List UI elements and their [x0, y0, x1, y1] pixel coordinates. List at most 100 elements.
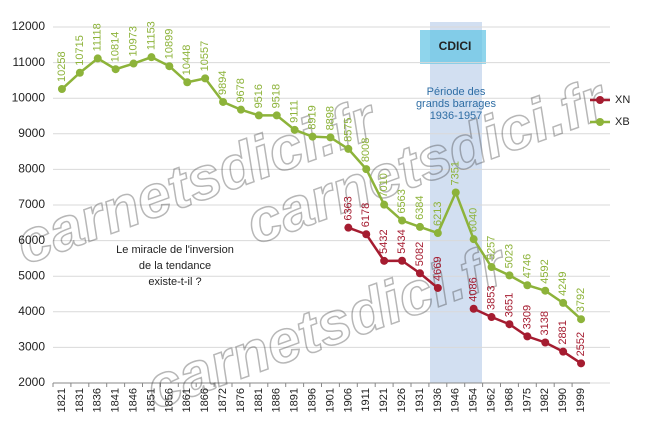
point — [129, 59, 138, 68]
y-tick-label: 3000 — [18, 340, 45, 354]
data-label: 9678 — [235, 78, 247, 102]
point — [433, 283, 442, 292]
data-label: 4746 — [521, 254, 533, 278]
data-label: 3651 — [503, 293, 515, 317]
point — [451, 188, 460, 197]
data-label: 10715 — [74, 35, 86, 66]
point — [111, 65, 120, 74]
point — [183, 78, 192, 87]
point — [433, 229, 442, 238]
point — [147, 53, 156, 62]
x-tick-label: 1821 — [56, 388, 68, 412]
y-tick-label: 2000 — [18, 375, 45, 389]
x-tick-label: 1831 — [74, 388, 86, 412]
x-tick-label: 1962 — [485, 388, 497, 412]
data-label: 5023 — [503, 244, 515, 268]
logo: CDICI — [439, 39, 472, 53]
data-label: 10973 — [127, 26, 139, 57]
data-label: 4669 — [432, 256, 444, 280]
data-label: 10814 — [110, 32, 122, 63]
point — [326, 133, 335, 142]
point — [362, 230, 371, 239]
annotation: grands barrages — [416, 98, 497, 110]
legend-label: XN — [615, 94, 630, 106]
point — [290, 125, 299, 134]
data-label: 9111 — [289, 100, 301, 123]
data-label: 8575 — [342, 117, 354, 141]
data-label: 3853 — [485, 286, 497, 310]
y-tick-label: 12000 — [12, 19, 46, 33]
point — [362, 165, 371, 174]
y-tick-label: 5000 — [18, 268, 45, 282]
x-tick-label: 1846 — [127, 388, 139, 412]
point — [201, 74, 210, 83]
data-label: 8919 — [306, 105, 318, 129]
point — [541, 338, 550, 347]
legend-marker — [596, 118, 604, 126]
point — [57, 85, 66, 94]
point — [219, 97, 228, 106]
annotation: existe-t-il ? — [148, 276, 201, 288]
point — [93, 54, 102, 63]
point — [523, 281, 532, 290]
point — [398, 256, 407, 265]
point — [344, 144, 353, 153]
x-tick-label: 1975 — [521, 388, 533, 412]
data-label: 9516 — [253, 84, 265, 108]
data-label: 8008 — [360, 138, 372, 162]
data-label: 4249 — [557, 271, 569, 295]
x-tick-label: 1896 — [306, 388, 318, 412]
x-tick-label: 1926 — [396, 388, 408, 412]
point — [272, 111, 281, 120]
logo-box — [420, 30, 486, 64]
x-tick-label: 1901 — [324, 388, 336, 412]
x-tick-label: 1872 — [217, 388, 229, 412]
data-label: 11118 — [92, 23, 104, 51]
data-label: 2881 — [557, 320, 569, 344]
point — [505, 320, 514, 329]
x-tick-label: 1936 — [432, 388, 444, 412]
x-tick-label: 1911 — [360, 388, 372, 412]
point — [165, 62, 174, 71]
x-tick-label: 1891 — [289, 388, 301, 412]
point — [415, 222, 424, 231]
point — [380, 200, 389, 209]
data-label: 10557 — [199, 41, 211, 72]
data-label: 4086 — [468, 277, 480, 301]
point — [380, 256, 389, 265]
annotation: Le miracle de l'inversion — [116, 244, 234, 256]
legend-marker — [596, 96, 604, 104]
point — [415, 269, 424, 278]
point — [75, 68, 84, 77]
point — [577, 315, 586, 324]
data-label: 9518 — [271, 84, 283, 108]
x-tick-label: 1931 — [414, 388, 426, 412]
point — [469, 304, 478, 313]
x-tick-label: 1954 — [468, 388, 480, 412]
data-label: 10258 — [56, 51, 68, 82]
data-label: 3309 — [521, 305, 533, 329]
annotation: Période des — [427, 86, 486, 98]
data-label: 6213 — [432, 202, 444, 226]
y-tick-label: 8000 — [18, 162, 45, 176]
x-tick-label: 1946 — [450, 388, 462, 412]
data-label: 6040 — [468, 208, 480, 232]
y-tick-label: 10000 — [12, 90, 46, 104]
y-tick-label: 6000 — [18, 233, 45, 247]
point — [577, 359, 586, 368]
y-tick-label: 4000 — [18, 304, 45, 318]
point — [398, 216, 407, 225]
x-tick-label: 1999 — [575, 388, 587, 412]
data-label: 10899 — [163, 29, 175, 60]
point — [308, 132, 317, 141]
x-tick-label: 1866 — [199, 388, 211, 412]
x-tick-label: 1990 — [557, 388, 569, 412]
x-tick-label: 1836 — [92, 388, 104, 412]
data-label: 6384 — [414, 195, 426, 219]
data-label: 5082 — [414, 242, 426, 266]
period-highlight — [430, 22, 482, 383]
data-label: 8898 — [324, 106, 336, 130]
x-tick-label: 1851 — [145, 388, 157, 412]
annotation: de la tendance — [139, 260, 211, 272]
